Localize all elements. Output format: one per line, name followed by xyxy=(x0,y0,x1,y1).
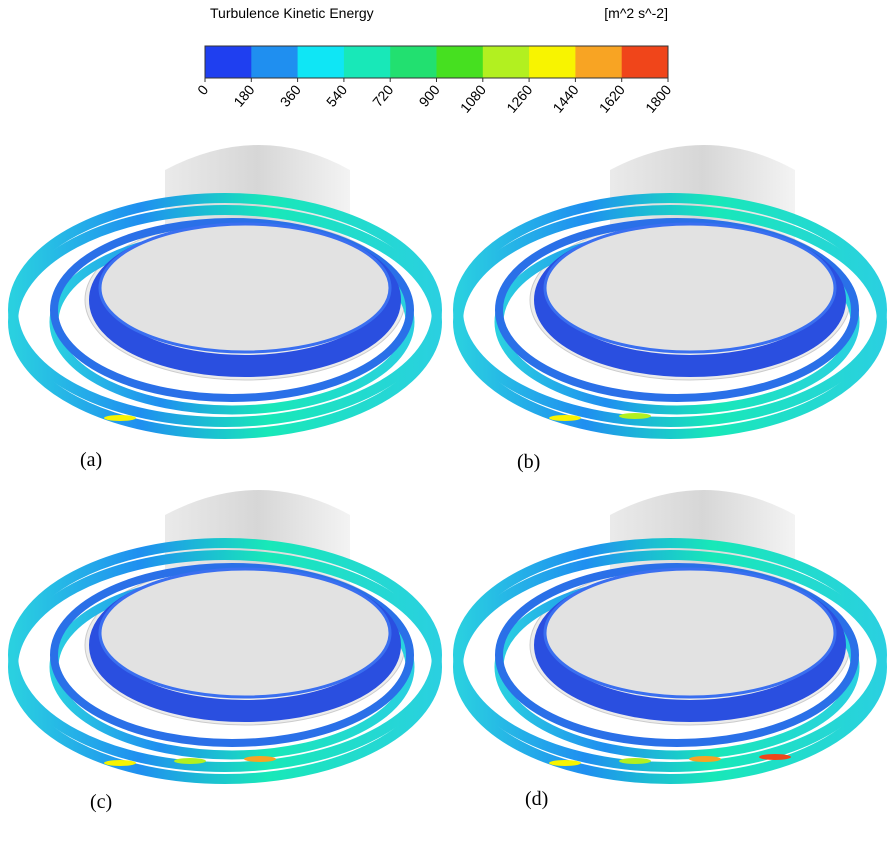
panel: (c) xyxy=(13,490,437,813)
colorbar-tick-label: 1080 xyxy=(457,81,489,115)
colorbar-tick-label: 540 xyxy=(323,81,350,109)
hot-spot xyxy=(104,760,136,766)
inner-top xyxy=(545,224,835,352)
inner-top xyxy=(100,569,390,697)
hot-spot xyxy=(104,415,136,421)
colorbar-tick-label: 180 xyxy=(230,81,257,109)
colorbar-title: Turbulence Kinetic Energy xyxy=(210,5,374,21)
colorbar-tick-label: 1800 xyxy=(642,81,674,115)
colorbar-segment xyxy=(205,46,252,78)
inner-top xyxy=(100,224,390,352)
figure: Turbulence Kinetic Energy [m^2 s^-2] 0 18… xyxy=(0,0,888,843)
colorbar-segment xyxy=(251,46,298,78)
hot-spot xyxy=(619,413,651,419)
hot-spot xyxy=(549,760,581,766)
hot-spot xyxy=(689,756,721,762)
colorbar-segment xyxy=(529,46,576,78)
colorbar-segment xyxy=(390,46,437,78)
panel: (b) xyxy=(458,145,882,473)
colorbar-tick-label: 1440 xyxy=(549,81,581,115)
colorbar-segment xyxy=(483,46,530,78)
colorbar-segment xyxy=(575,46,622,78)
colorbar-tick-label: 1620 xyxy=(596,81,628,115)
hot-spot xyxy=(174,758,206,764)
hot-spot xyxy=(244,756,276,762)
colorbar-tick-label: 0 xyxy=(194,81,211,97)
hot-spot xyxy=(759,754,791,760)
panel-label: (d) xyxy=(525,788,548,810)
colorbar-tick-label: 900 xyxy=(416,81,443,109)
hot-spot xyxy=(619,758,651,764)
colorbar-tick-label: 1260 xyxy=(503,81,535,115)
colorbar-segment xyxy=(298,46,345,78)
inner-top xyxy=(545,569,835,697)
colorbar-segment xyxy=(437,46,484,78)
panel: (d) xyxy=(458,490,882,810)
panel-label: (b) xyxy=(517,451,540,473)
colorbar-tick-label: 360 xyxy=(277,81,304,109)
colorbar-unit: [m^2 s^-2] xyxy=(604,5,668,21)
panel-label: (a) xyxy=(80,449,102,471)
colorbar-segment xyxy=(622,46,669,78)
colorbar-segment xyxy=(344,46,391,78)
colorbar-tick-label: 720 xyxy=(369,81,396,109)
panel-label: (c) xyxy=(90,791,112,813)
panel: (a) xyxy=(13,145,437,471)
panels: (a) (b) (c) (d) xyxy=(13,145,882,813)
colorbar: 0 180 360 540 720 900 1080 1260 1440 1620 1800 xyxy=(194,46,674,116)
hot-spot xyxy=(549,415,581,421)
